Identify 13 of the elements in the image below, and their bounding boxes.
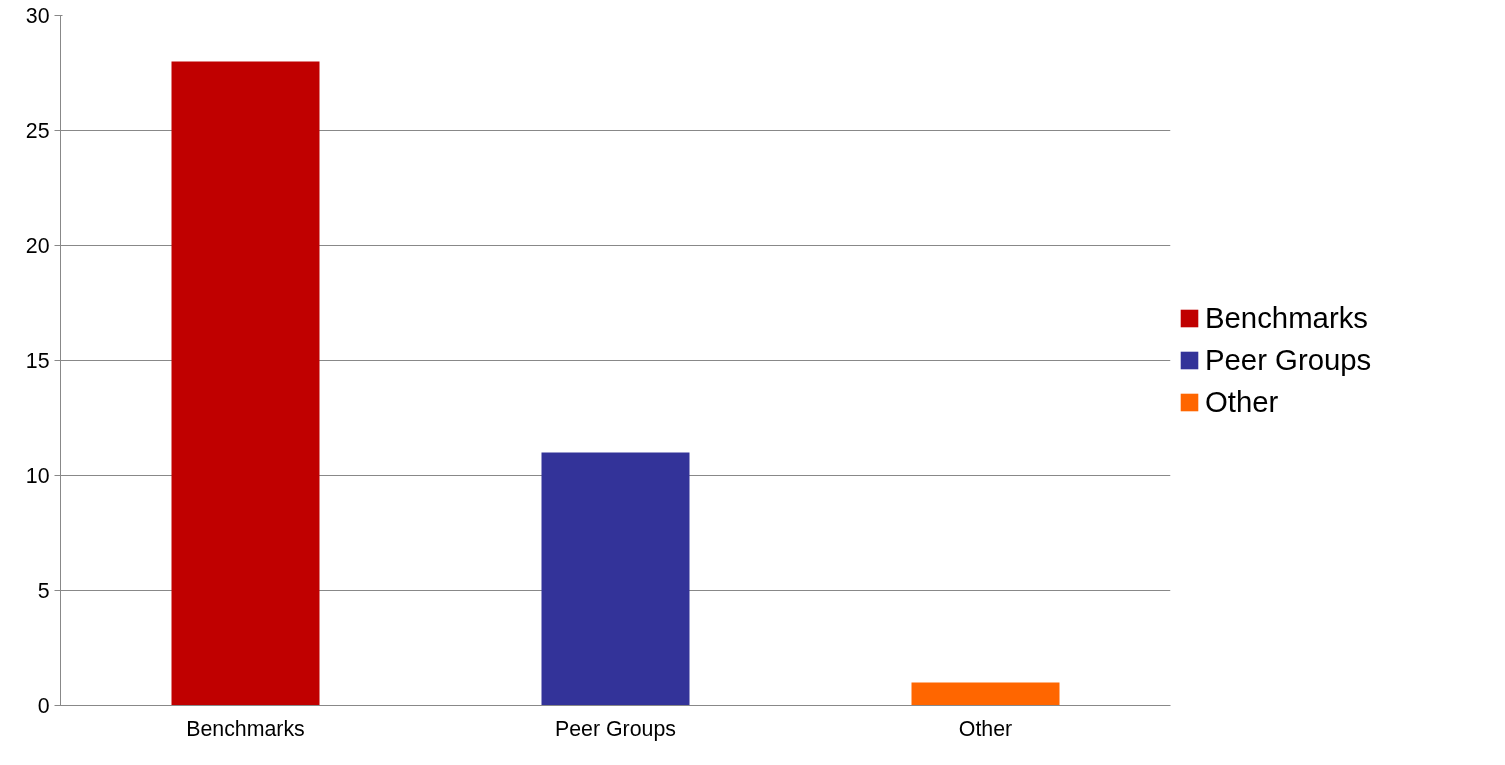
y-tick-label: 15 — [25, 349, 50, 373]
y-tick-label: 30 — [25, 4, 50, 28]
x-tick-label: Benchmarks — [186, 716, 305, 741]
legend-label: Peer Groups — [1205, 343, 1372, 377]
x-tick-label: Peer Groups — [555, 716, 676, 741]
y-tick-label: 25 — [25, 119, 50, 143]
y-tick-label: 20 — [25, 234, 50, 258]
y-tick-label: 10 — [25, 464, 50, 488]
y-tick-label: 0 — [37, 694, 50, 718]
y-tick-label: 5 — [37, 579, 50, 603]
legend-label: Benchmarks — [1205, 301, 1368, 335]
legend-label: Other — [1205, 385, 1279, 419]
x-tick-label: Other — [958, 716, 1013, 741]
